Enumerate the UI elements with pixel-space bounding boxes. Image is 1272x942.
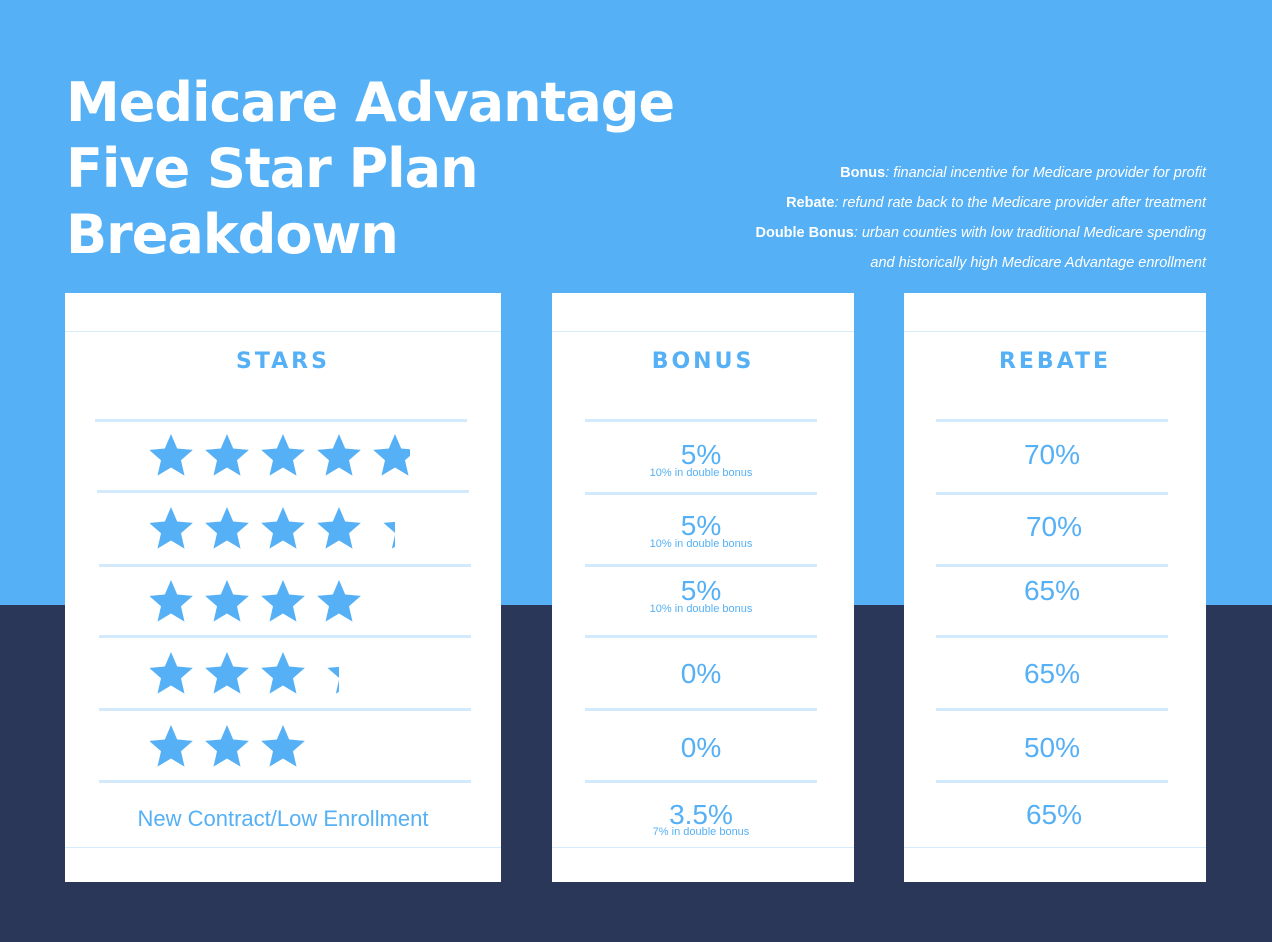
legend-definition: : financial incentive for Medicare provi… — [885, 165, 1206, 181]
title-line-3: Breakdown — [66, 203, 399, 266]
bonus-note: 10% in double bonus — [649, 603, 753, 615]
card-top-divider — [904, 331, 1206, 332]
star-icon — [205, 652, 249, 694]
legend-row-rebate: Rebate: refund rate back to the Medicare… — [755, 188, 1206, 218]
star-rating-graphic — [150, 507, 395, 549]
legend-row-double-bonus: Double Bonus: urban counties with low tr… — [755, 218, 1206, 248]
star-icon — [261, 507, 305, 549]
stars-divider — [99, 780, 471, 783]
half-star-icon — [383, 521, 395, 549]
bonus-value: 0% — [680, 732, 722, 763]
bonus-divider — [585, 635, 817, 638]
legend-definition: : urban counties with low traditional Me… — [853, 225, 1206, 241]
star-icon — [150, 652, 193, 694]
star-icon — [317, 434, 361, 476]
rebate-value: 65% — [1025, 799, 1083, 830]
star-icon — [261, 580, 305, 622]
stars-header: STARS — [236, 349, 330, 374]
bonus-divider — [585, 492, 817, 495]
half-star-icon — [327, 666, 339, 694]
bonus-header: BONUS — [651, 349, 755, 374]
title-line-2: Five Star Plan — [66, 137, 479, 200]
star-icon — [205, 507, 249, 549]
bonus-value: 5% — [680, 575, 722, 606]
bonus-value: 5% — [680, 439, 722, 470]
stars-divider — [97, 490, 469, 493]
rebate-header: REBATE — [998, 349, 1112, 374]
bonus-divider — [585, 564, 817, 567]
star-rating-graphic — [150, 580, 361, 622]
bonus-value: 5% — [680, 510, 722, 541]
bonus-value: 0% — [680, 658, 722, 689]
card-top-divider — [65, 331, 501, 332]
star-icon — [205, 580, 249, 622]
legend-row-bonus: Bonus: financial incentive for Medicare … — [755, 158, 1206, 188]
rebate-divider — [936, 708, 1168, 711]
star-icon — [150, 580, 193, 622]
rebate-divider — [936, 419, 1168, 422]
legend-row-double-bonus-cont: and historically high Medicare Advantage… — [755, 248, 1206, 278]
rebate-divider — [936, 492, 1168, 495]
page-title: Medicare Advantage Five Star Plan Breakd… — [66, 70, 675, 268]
bonus-value: 3.5% — [669, 799, 733, 830]
rebate-card: REBATE — [904, 293, 1206, 882]
bonus-note: 7% in double bonus — [652, 826, 750, 838]
star-rating-row — [150, 580, 410, 624]
stars-card: STARS — [65, 293, 501, 882]
legend-definition: and historically high Medicare Advantage… — [870, 255, 1206, 271]
definitions-legend: Bonus: financial incentive for Medicare … — [755, 158, 1206, 278]
star-rating-row — [150, 434, 410, 478]
bonus-note: 10% in double bonus — [649, 538, 753, 550]
card-top-divider — [552, 331, 854, 332]
star-rating-graphic — [150, 434, 410, 476]
legend-definition: : refund rate back to the Medicare provi… — [834, 195, 1206, 211]
legend-term: Bonus — [840, 165, 886, 181]
star-icon — [261, 652, 305, 694]
bonus-divider — [585, 419, 817, 422]
star-icon — [150, 434, 193, 476]
stars-divider — [99, 708, 471, 711]
stars-divider — [99, 635, 471, 638]
star-rating-graphic — [150, 725, 305, 767]
rebate-value: 50% — [1023, 732, 1081, 763]
card-bottom-divider — [65, 847, 501, 848]
rebate-divider — [936, 564, 1168, 567]
title-line-1: Medicare Advantage — [66, 71, 675, 134]
legend-term: Rebate — [786, 195, 835, 211]
star-icon — [150, 725, 193, 767]
rebate-divider — [936, 635, 1168, 638]
bonus-card: BONUS — [552, 293, 854, 882]
star-icon — [205, 434, 249, 476]
bonus-divider — [585, 780, 817, 783]
bonus-divider — [585, 708, 817, 711]
star-rating-row — [150, 507, 410, 551]
new-contract-label: New Contract/Low Enrollment — [137, 806, 429, 831]
bonus-note: 10% in double bonus — [649, 467, 753, 479]
rebate-value: 65% — [1023, 575, 1081, 606]
star-rating-row — [150, 652, 410, 696]
star-icon — [261, 725, 305, 767]
star-icon — [317, 580, 361, 622]
star-icon — [205, 725, 249, 767]
stars-divider — [95, 419, 467, 422]
stars-divider — [99, 564, 471, 567]
rebate-value: 65% — [1023, 658, 1081, 689]
star-icon — [373, 434, 410, 476]
star-rating-graphic — [150, 652, 339, 694]
card-bottom-divider — [552, 847, 854, 848]
rebate-divider — [936, 780, 1168, 783]
card-bottom-divider — [904, 847, 1206, 848]
star-icon — [150, 507, 193, 549]
star-icon — [261, 434, 305, 476]
star-icon — [317, 507, 361, 549]
rebate-value: 70% — [1025, 511, 1083, 542]
rebate-value: 70% — [1023, 439, 1081, 470]
star-rating-row — [150, 725, 410, 769]
legend-term: Double Bonus — [755, 225, 854, 241]
